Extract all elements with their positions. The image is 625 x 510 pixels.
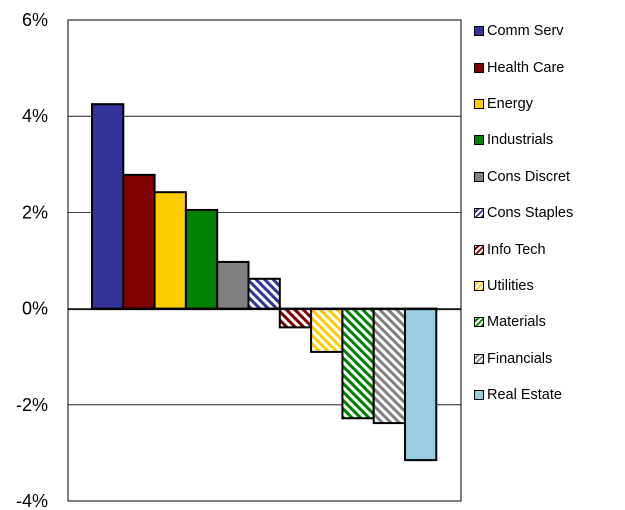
legend-item: Materials xyxy=(474,304,624,340)
bar-energy xyxy=(153,191,187,310)
bar-comm-serv xyxy=(91,103,125,310)
legend-label: Info Tech xyxy=(487,241,546,258)
legend: Comm Serv Health Care Energy Industrials Con… xyxy=(474,13,624,413)
legend-swatch xyxy=(474,26,484,37)
bar-cons-discret xyxy=(216,260,250,310)
legend-label: Comm Serv xyxy=(487,23,564,40)
legend-swatch xyxy=(474,280,484,291)
legend-item: Cons Discret xyxy=(474,159,624,195)
legend-item: Cons Staples xyxy=(474,195,624,231)
bar-industrials xyxy=(184,208,219,310)
legend-label: Cons Staples xyxy=(487,205,574,222)
legend-swatch xyxy=(474,62,484,73)
bars xyxy=(91,103,438,462)
y-tick-label: -4% xyxy=(16,491,48,510)
legend-label: Health Care xyxy=(487,59,565,76)
legend-label: Real Estate xyxy=(487,387,562,404)
y-tick-label: 2% xyxy=(22,202,48,222)
legend-swatch xyxy=(474,317,484,328)
legend-swatch xyxy=(474,353,484,364)
legend-label: Industrials xyxy=(487,132,554,149)
legend-item: Industrials xyxy=(474,122,624,158)
legend-label: Financials xyxy=(487,350,553,367)
legend-swatch xyxy=(474,208,484,219)
legend-swatch xyxy=(474,98,484,109)
legend-item: Info Tech xyxy=(474,231,624,267)
legend-swatch xyxy=(474,244,484,255)
legend-swatch xyxy=(474,390,484,401)
legend-item: Comm Serv xyxy=(474,13,624,49)
y-tick-label: 0% xyxy=(22,299,48,319)
bar-utilities xyxy=(310,307,344,353)
bar-real-estate xyxy=(404,307,438,462)
y-tick-label: 6% xyxy=(22,10,48,30)
y-tick-label: 4% xyxy=(22,106,48,126)
bar-cons-staples xyxy=(247,277,281,310)
legend-item: Energy xyxy=(474,86,624,122)
bar-info-tech xyxy=(278,307,313,329)
legend-item: Utilities xyxy=(474,268,624,304)
y-tick-label: -2% xyxy=(16,395,48,415)
legend-swatch xyxy=(474,135,484,146)
legend-item: Health Care xyxy=(474,49,624,85)
legend-label: Materials xyxy=(487,314,546,331)
legend-label: Cons Discret xyxy=(487,168,570,185)
bar-health-care xyxy=(122,173,156,310)
bar-financials xyxy=(372,307,407,425)
legend-label: Utilities xyxy=(487,277,534,294)
legend-swatch xyxy=(474,171,484,182)
legend-item: Financials xyxy=(474,341,624,377)
legend-label: Energy xyxy=(487,95,533,112)
bar-materials xyxy=(341,307,375,420)
y-axis-tick-labels: 6% 4% 2% 0% -2% -4% xyxy=(16,10,48,510)
legend-item: Real Estate xyxy=(474,377,624,413)
